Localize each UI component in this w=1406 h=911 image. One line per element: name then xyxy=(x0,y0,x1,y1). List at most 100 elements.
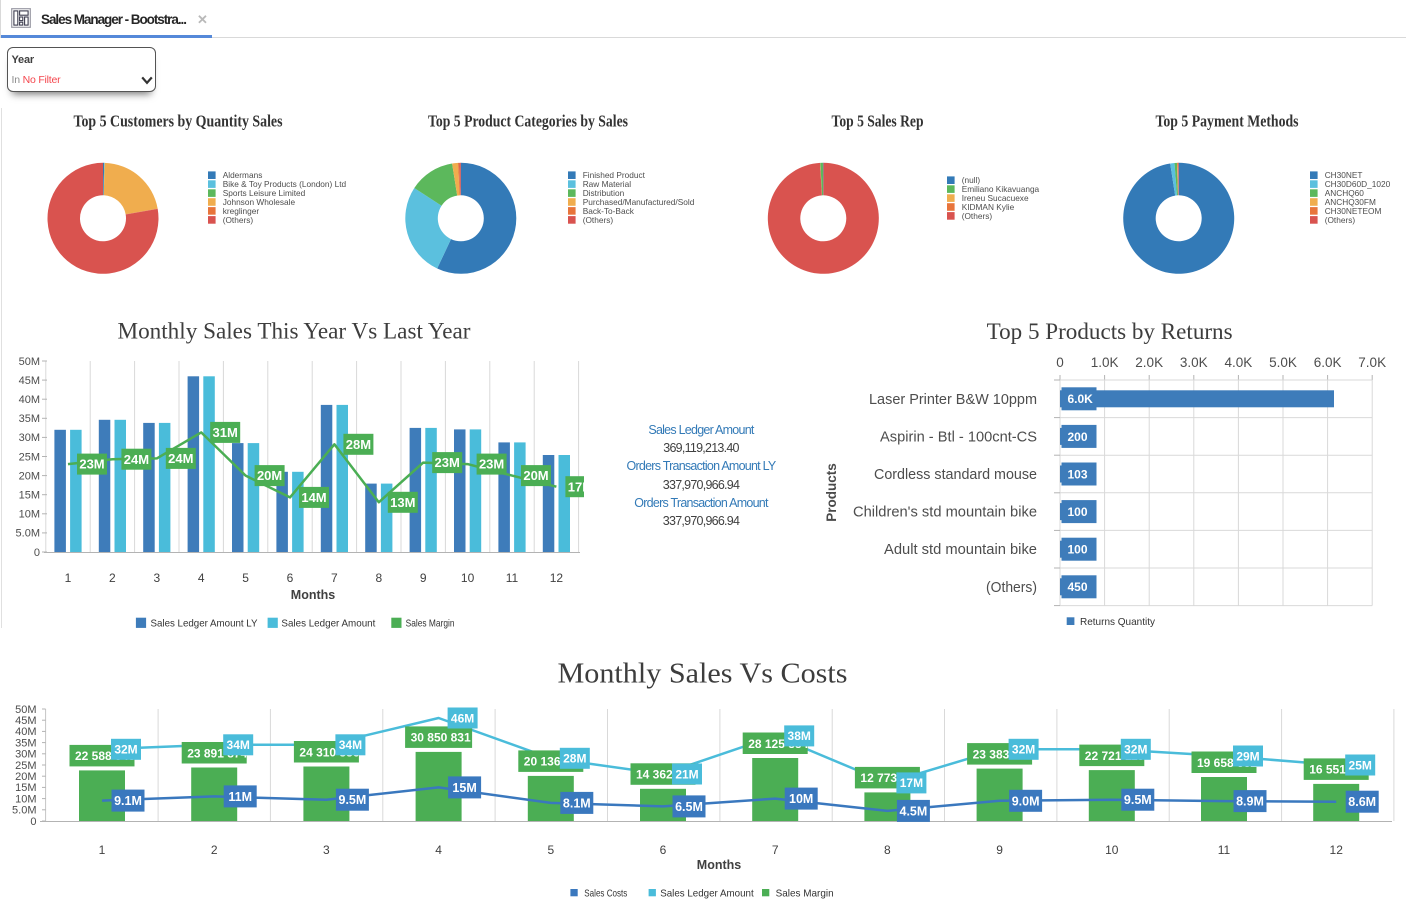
svg-text:40M: 40M xyxy=(15,726,36,738)
svg-text:9: 9 xyxy=(420,571,427,585)
svg-text:Cordless standard mouse: Cordless standard mouse xyxy=(874,467,1037,483)
svg-text:20M: 20M xyxy=(257,468,282,483)
svg-text:12: 12 xyxy=(1330,843,1344,857)
svg-text:8.6M: 8.6M xyxy=(1348,795,1376,809)
svg-text:Aspirin - Btl - 100cnt-CS: Aspirin - Btl - 100cnt-CS xyxy=(880,429,1037,445)
svg-text:0: 0 xyxy=(34,547,40,559)
svg-text:4: 4 xyxy=(435,843,442,857)
svg-text:Johnson Wholesale: Johnson Wholesale xyxy=(223,197,296,207)
svg-text:(Others): (Others) xyxy=(223,215,254,225)
svg-text:14M: 14M xyxy=(301,490,326,505)
svg-text:ANCHQ30FM: ANCHQ30FM xyxy=(1325,197,1376,207)
svg-text:13M: 13M xyxy=(390,495,415,510)
svg-text:7: 7 xyxy=(331,571,338,585)
svg-text:Months: Months xyxy=(291,588,335,602)
svg-text:Aldermans: Aldermans xyxy=(223,170,263,180)
svg-text:50M: 50M xyxy=(15,704,36,716)
svg-text:5: 5 xyxy=(547,843,554,857)
svg-text:11: 11 xyxy=(506,571,519,585)
svg-text:Purchased/Manufactured/Sold: Purchased/Manufactured/Sold xyxy=(583,197,695,207)
svg-text:0: 0 xyxy=(1056,355,1064,370)
svg-text:8: 8 xyxy=(884,843,891,857)
svg-text:Top 5 Customers by Quantity Sa: Top 5 Customers by Quantity Sales xyxy=(74,112,283,131)
svg-text:11M: 11M xyxy=(228,790,252,804)
svg-text:2.0K: 2.0K xyxy=(1135,355,1163,370)
svg-text:45M: 45M xyxy=(19,375,40,387)
svg-text:6.5M: 6.5M xyxy=(675,800,703,814)
svg-text:8.1M: 8.1M xyxy=(563,796,591,810)
svg-text:5.0K: 5.0K xyxy=(1269,355,1297,370)
svg-text:31M: 31M xyxy=(213,425,238,440)
svg-text:Monthly Sales This Year Vs Las: Monthly Sales This Year Vs Last Year xyxy=(118,319,471,344)
svg-text:Sports Leisure Limited: Sports Leisure Limited xyxy=(223,188,306,198)
svg-text:40M: 40M xyxy=(19,394,40,406)
svg-text:(Others): (Others) xyxy=(986,580,1037,596)
svg-text:6.0K: 6.0K xyxy=(1314,355,1342,370)
svg-text:15M: 15M xyxy=(15,782,36,794)
svg-text:Sales Margin: Sales Margin xyxy=(406,619,455,630)
svg-text:kreglinger: kreglinger xyxy=(223,206,260,216)
svg-text:0: 0 xyxy=(30,816,36,828)
svg-text:17M: 17M xyxy=(568,479,584,494)
svg-text:103: 103 xyxy=(1068,467,1088,481)
svg-text:3.0K: 3.0K xyxy=(1180,355,1208,370)
svg-text:9: 9 xyxy=(996,843,1003,857)
svg-text:6.0K: 6.0K xyxy=(1068,392,1094,406)
svg-text:CH30NETEOM: CH30NETEOM xyxy=(1325,206,1382,216)
svg-text:23M: 23M xyxy=(479,457,504,472)
svg-text:4: 4 xyxy=(198,571,205,585)
svg-text:CH30D60D_1020: CH30D60D_1020 xyxy=(1325,179,1391,189)
svg-text:38M: 38M xyxy=(788,729,811,743)
svg-text:Sales Costs: Sales Costs xyxy=(584,888,627,899)
svg-text:ANCHQ60: ANCHQ60 xyxy=(1325,188,1365,198)
svg-text:(null): (null) xyxy=(962,175,981,185)
svg-text:20M: 20M xyxy=(19,470,40,482)
svg-text:34M: 34M xyxy=(339,738,362,752)
svg-text:7.0K: 7.0K xyxy=(1358,355,1386,370)
svg-text:Top 5 Payment Methods: Top 5 Payment Methods xyxy=(1156,112,1299,131)
svg-text:Sales Ledger Amount: Sales Ledger Amount xyxy=(281,619,375,630)
svg-text:4.5M: 4.5M xyxy=(900,804,928,818)
svg-text:Sales Ledger Amount: Sales Ledger Amount xyxy=(660,888,754,899)
svg-text:2: 2 xyxy=(109,571,116,585)
svg-text:34M: 34M xyxy=(227,738,250,752)
svg-text:9.0M: 9.0M xyxy=(1012,794,1040,808)
svg-text:45M: 45M xyxy=(15,715,36,727)
svg-text:32M: 32M xyxy=(1124,743,1147,757)
svg-text:200: 200 xyxy=(1068,430,1088,444)
svg-text:28M: 28M xyxy=(563,752,586,766)
svg-text:Sales Ledger Amount LY: Sales Ledger Amount LY xyxy=(151,619,258,630)
svg-text:1: 1 xyxy=(99,843,106,857)
svg-text:25M: 25M xyxy=(15,760,36,772)
svg-text:24M: 24M xyxy=(168,451,193,466)
svg-text:9.1M: 9.1M xyxy=(114,794,142,808)
svg-text:32M: 32M xyxy=(114,743,137,757)
svg-text:Laser Printer B&W 10ppm: Laser Printer B&W 10ppm xyxy=(869,392,1037,408)
svg-text:5.0M: 5.0M xyxy=(12,805,36,817)
svg-text:2: 2 xyxy=(211,843,218,857)
svg-text:20M: 20M xyxy=(15,771,36,783)
svg-text:7: 7 xyxy=(772,843,779,857)
svg-text:CH30NET: CH30NET xyxy=(1325,170,1363,180)
svg-text:25M: 25M xyxy=(19,451,40,463)
svg-text:Months: Months xyxy=(697,858,741,872)
svg-text:Adult std mountain bike: Adult std mountain bike xyxy=(884,542,1037,558)
svg-text:10M: 10M xyxy=(789,792,813,806)
svg-text:30M: 30M xyxy=(15,749,36,761)
svg-text:Distribution: Distribution xyxy=(583,188,625,198)
svg-text:30M: 30M xyxy=(19,432,40,444)
svg-text:Monthly Sales Vs Costs: Monthly Sales Vs Costs xyxy=(558,658,848,690)
svg-text:8: 8 xyxy=(375,571,382,585)
svg-text:Top 5 Sales Rep: Top 5 Sales Rep xyxy=(832,112,924,131)
svg-text:29M: 29M xyxy=(1236,749,1259,763)
svg-text:Sales Margin: Sales Margin xyxy=(776,888,834,899)
svg-text:30 850 831: 30 850 831 xyxy=(411,731,471,745)
svg-text:Top 5 Products by Returns: Top 5 Products by Returns xyxy=(987,319,1233,344)
svg-text:5: 5 xyxy=(242,571,249,585)
svg-text:25M: 25M xyxy=(1349,758,1372,772)
svg-text:3: 3 xyxy=(153,571,160,585)
svg-text:6: 6 xyxy=(660,843,667,857)
svg-text:46M: 46M xyxy=(451,711,474,725)
svg-text:1.0K: 1.0K xyxy=(1091,355,1119,370)
svg-text:Emiliano Kikavuanga: Emiliano Kikavuanga xyxy=(962,184,1040,194)
